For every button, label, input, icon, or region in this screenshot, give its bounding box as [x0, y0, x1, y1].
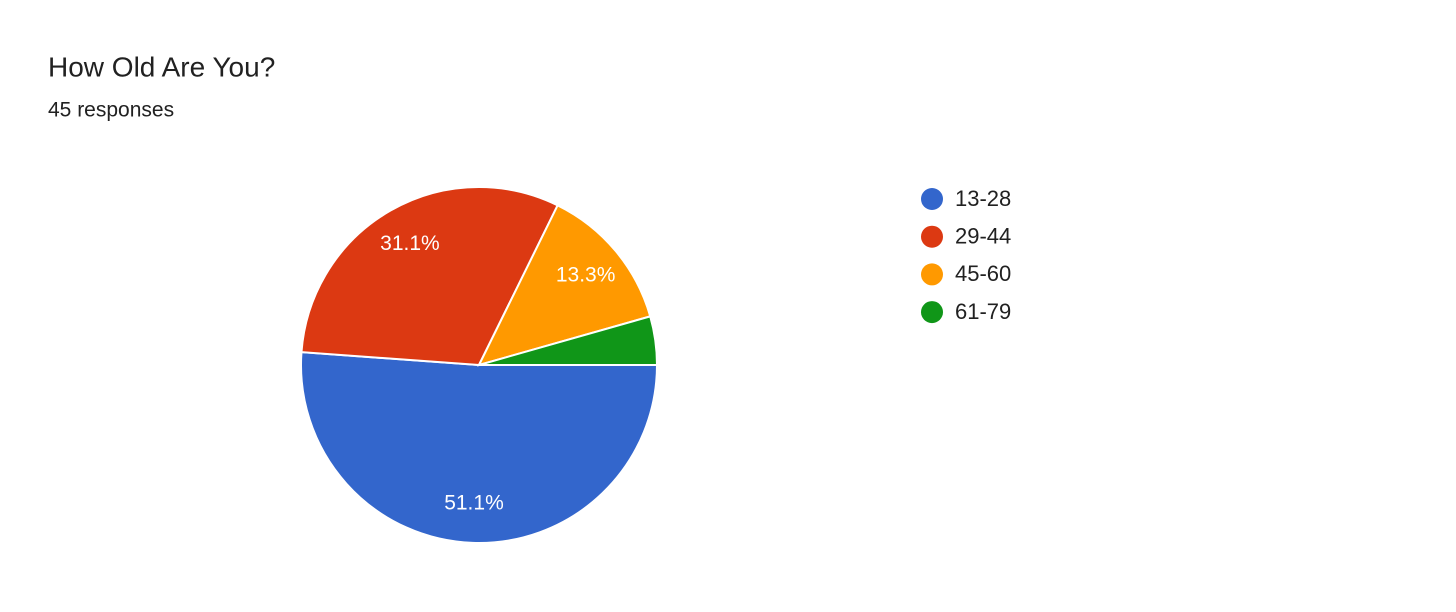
chart-title: How Old Are You?: [48, 51, 275, 82]
pie-slice: [300, 351, 659, 544]
legend-marker: [921, 263, 943, 286]
legend-marker: [921, 301, 943, 324]
legend-marker: [921, 188, 943, 210]
pie-slice: [478, 315, 659, 366]
legend-label: 13-28: [955, 186, 1011, 211]
legend-label: 45-60: [955, 261, 1011, 286]
slice-label: 13.3%: [556, 264, 616, 287]
slice-label: 51.1%: [444, 491, 504, 514]
slice-label: 31.1%: [380, 232, 440, 255]
legend-label: 29-44: [955, 224, 1011, 249]
chart-subtitle: 45 responses: [48, 99, 174, 122]
pie-slice: [477, 203, 652, 367]
legend-marker: [921, 225, 943, 248]
pie-slice: [300, 186, 559, 367]
legend-label: 61-79: [955, 299, 1011, 324]
